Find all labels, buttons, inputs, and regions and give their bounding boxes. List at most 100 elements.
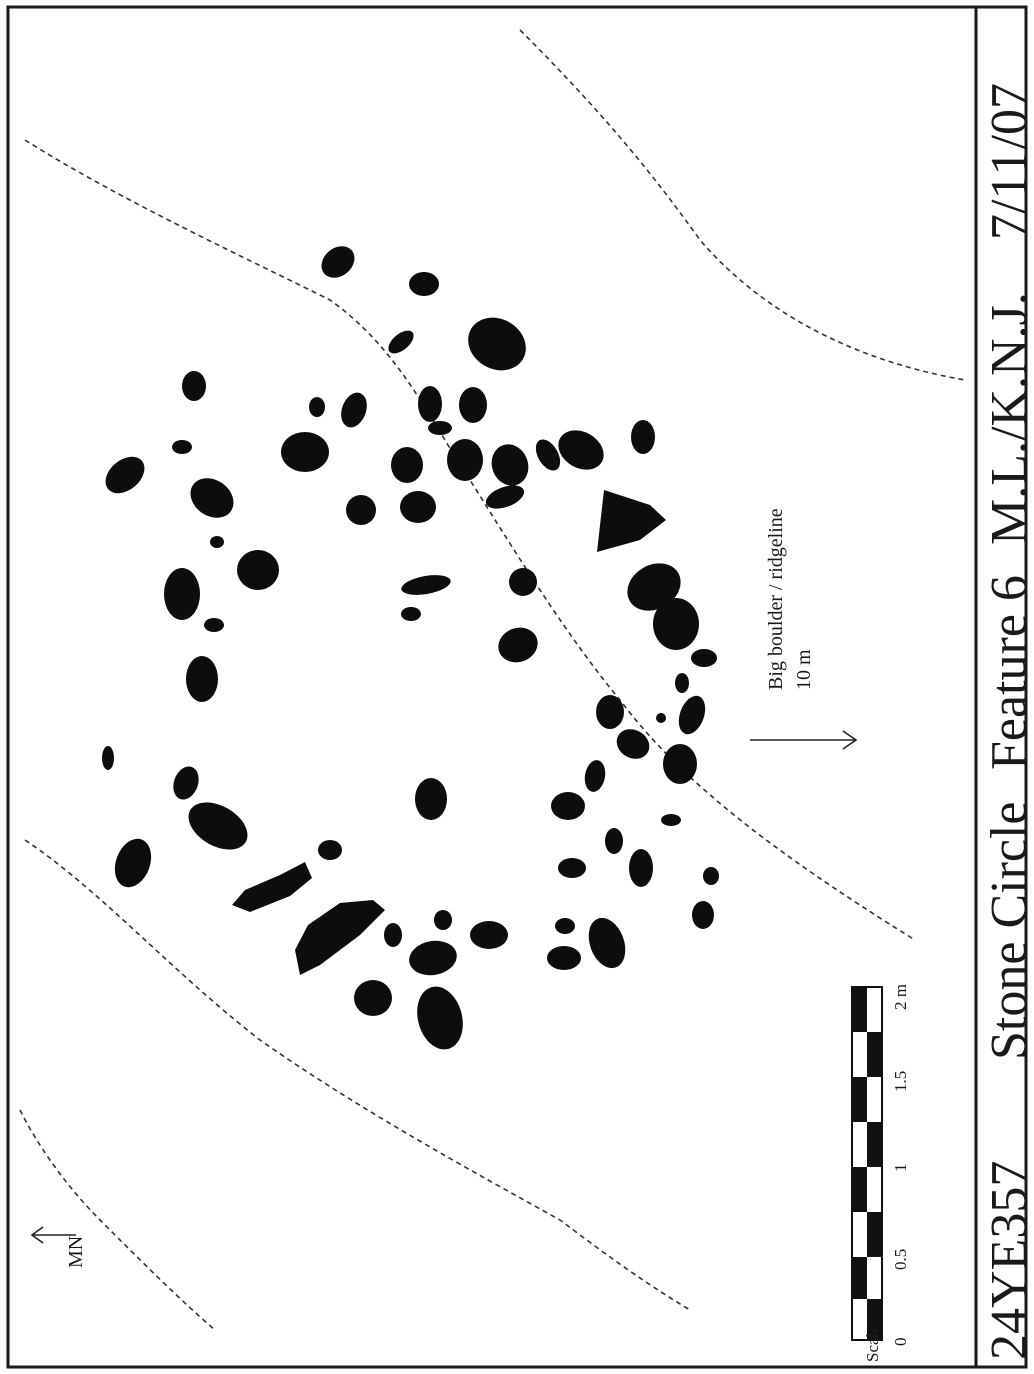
- stone: [172, 440, 192, 454]
- stone: [401, 575, 451, 595]
- stone: [318, 840, 342, 860]
- stone: [627, 563, 681, 611]
- stone: [491, 444, 529, 486]
- stone: [281, 432, 329, 472]
- feature-number: Feature 6: [981, 575, 1034, 770]
- scale-seg: [852, 1167, 867, 1212]
- stone: [597, 490, 666, 552]
- stone: [415, 778, 447, 820]
- map-frame: [6, 5, 1028, 1369]
- scale-tick-label: 1.5: [891, 1071, 910, 1092]
- stone: [346, 495, 376, 525]
- stone: [341, 392, 367, 428]
- stone: [210, 536, 224, 548]
- stone: [509, 568, 537, 596]
- stone: [692, 901, 714, 929]
- stone: [447, 439, 483, 481]
- record-date: 7/11/07: [981, 83, 1034, 240]
- stone: [409, 272, 439, 296]
- stone: [547, 946, 581, 970]
- stone: [417, 986, 463, 1050]
- stone: [661, 814, 681, 826]
- stone: [354, 980, 392, 1016]
- stone: [418, 386, 442, 422]
- stone: [204, 618, 224, 632]
- stone: [470, 921, 508, 949]
- stone: [237, 550, 279, 590]
- stone: [105, 456, 145, 494]
- contour-line-2: [24, 139, 916, 941]
- stone: [498, 627, 538, 663]
- stone: [588, 917, 626, 969]
- site-number: 24YE357: [981, 1161, 1034, 1360]
- stone: [102, 746, 114, 770]
- stone: [188, 802, 248, 850]
- stone: [182, 371, 206, 401]
- stone: [295, 900, 385, 975]
- stone: [384, 923, 402, 947]
- stone: [551, 792, 585, 820]
- stone: [434, 910, 452, 930]
- contour-line-3: [24, 839, 691, 1311]
- contour-line-1: [519, 29, 966, 381]
- stone: [584, 760, 606, 792]
- stone: [663, 744, 697, 784]
- stone: [173, 766, 199, 800]
- recorders: M.L./K.N.J.: [981, 292, 1034, 545]
- north-arrow-label: MN: [65, 1236, 87, 1268]
- stone: [190, 478, 234, 518]
- scale-tick-label: 0: [891, 1338, 910, 1347]
- stone: [678, 695, 706, 735]
- title-block: 24YE357 Stone Circle Feature 6 M.L./K.N.…: [981, 83, 1034, 1360]
- direction-arrow-head: [842, 730, 858, 750]
- direction-note-line2: 10 m: [793, 649, 815, 690]
- direction-note: Big boulder / ridgeline 10 m: [750, 508, 858, 750]
- stone: [428, 421, 452, 435]
- stone: [616, 729, 650, 759]
- stone: [114, 838, 152, 888]
- stone: [309, 397, 325, 417]
- scale-tick-label: 2 m: [891, 984, 910, 1010]
- scale-tick-label: 1: [891, 1164, 910, 1173]
- stone: [232, 862, 312, 912]
- stone: [555, 918, 575, 934]
- stone: [596, 695, 624, 729]
- scale-seg: [867, 1032, 882, 1077]
- stone: [164, 568, 200, 620]
- stone: [631, 420, 655, 454]
- contour-line-4: [19, 1109, 216, 1331]
- stone: [401, 607, 421, 621]
- scale-bar: 0 0.5 1 1.5 2 m Scale: [851, 984, 910, 1362]
- stone: [409, 940, 457, 976]
- north-arrow-head: [30, 1226, 44, 1244]
- stone: [558, 858, 586, 878]
- scale-seg: [867, 1299, 882, 1340]
- stone: [605, 828, 623, 854]
- stone: [400, 491, 436, 523]
- stone: [558, 430, 604, 470]
- feature-type: Stone Circle: [981, 801, 1034, 1060]
- stone: [675, 673, 689, 693]
- scale-seg: [852, 1257, 867, 1299]
- north-arrow: MN: [30, 1226, 87, 1268]
- stone: [468, 317, 526, 371]
- scale-seg: [852, 987, 867, 1032]
- scale-tick-label: 0.5: [891, 1249, 910, 1270]
- stone: [703, 867, 719, 885]
- stone: [388, 330, 414, 354]
- stone: [459, 387, 487, 423]
- stone: [691, 649, 717, 667]
- stone: [485, 485, 525, 509]
- contour-lines: [19, 29, 966, 1331]
- stone: [391, 447, 423, 483]
- stone: [186, 656, 218, 702]
- stone: [656, 713, 666, 723]
- stone: [321, 246, 355, 278]
- stone: [535, 439, 561, 471]
- scale-seg: [867, 1212, 882, 1257]
- scale-seg: [852, 1077, 867, 1122]
- stone: [653, 598, 699, 650]
- stones: [102, 246, 719, 1050]
- stone: [629, 849, 653, 887]
